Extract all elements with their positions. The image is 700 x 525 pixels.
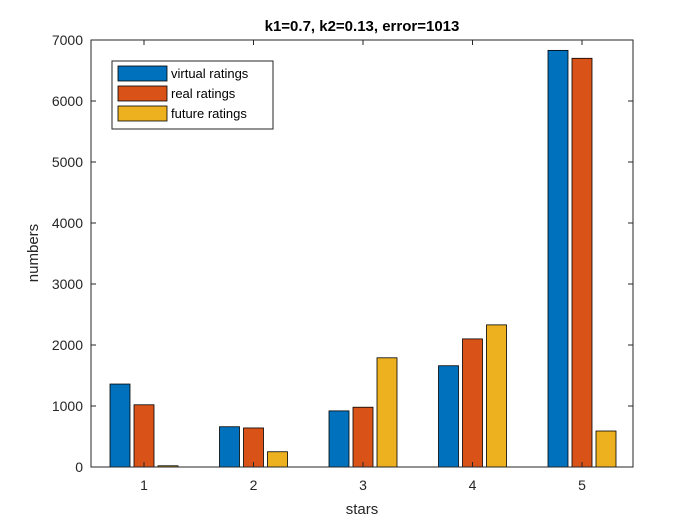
legend: virtual ratings real ratings future rating… [111, 60, 274, 130]
bar-real-ratings-1 [133, 404, 155, 468]
legend-label-real-ratings: real ratings [171, 86, 236, 101]
y-tick-label: 7000 [52, 32, 83, 48]
y-tick-label: 2000 [52, 337, 83, 353]
bar-virtual-ratings-4 [438, 365, 459, 468]
y-tick-label: 1000 [52, 398, 83, 414]
bar-future-ratings-2 [267, 451, 288, 468]
bar-future-ratings-4 [486, 324, 507, 468]
y-axis-label: numbers [25, 224, 42, 282]
x-tick-label: 5 [578, 477, 586, 493]
x-tick-label: 1 [140, 477, 148, 493]
y-tick-label: 4000 [52, 215, 83, 231]
bar-real-ratings-4 [462, 338, 483, 468]
legend-swatch-virtual-ratings [117, 65, 168, 82]
bar-virtual-ratings-2 [219, 426, 240, 468]
chart-title: k1=0.7, k2=0.13, error=1013 [265, 18, 460, 35]
bar-virtual-ratings-5 [547, 49, 569, 468]
bar-future-ratings-3 [376, 357, 398, 468]
bar-virtual-ratings-1 [109, 383, 131, 468]
legend-swatch-real-ratings [117, 85, 168, 102]
x-tick-label: 4 [469, 477, 477, 493]
legend-swatch-future-ratings [117, 105, 168, 122]
bars-group [109, 49, 617, 468]
y-tick-label: 0 [75, 459, 83, 475]
y-tick-label: 5000 [52, 154, 83, 170]
bar-real-ratings-3 [352, 406, 374, 468]
legend-label-virtual-ratings: virtual ratings [171, 66, 249, 81]
bar-virtual-ratings-3 [328, 410, 350, 468]
y-tick-label: 6000 [52, 93, 83, 109]
y-axis-ticks: 0 1000 2000 3000 4000 5000 6000 7000 [52, 32, 633, 475]
legend-label-future-ratings: future ratings [171, 106, 247, 121]
x-axis-label: stars [346, 501, 379, 518]
bar-real-ratings-2 [243, 427, 264, 468]
bar-future-ratings-5 [595, 430, 617, 468]
plot-frame [90, 39, 634, 468]
y-tick-label: 3000 [52, 276, 83, 292]
x-tick-label: 2 [250, 477, 258, 493]
x-axis-ticks: 1 2 3 4 5 [140, 40, 586, 493]
bar-real-ratings-5 [571, 57, 593, 468]
x-tick-label: 3 [359, 477, 367, 493]
